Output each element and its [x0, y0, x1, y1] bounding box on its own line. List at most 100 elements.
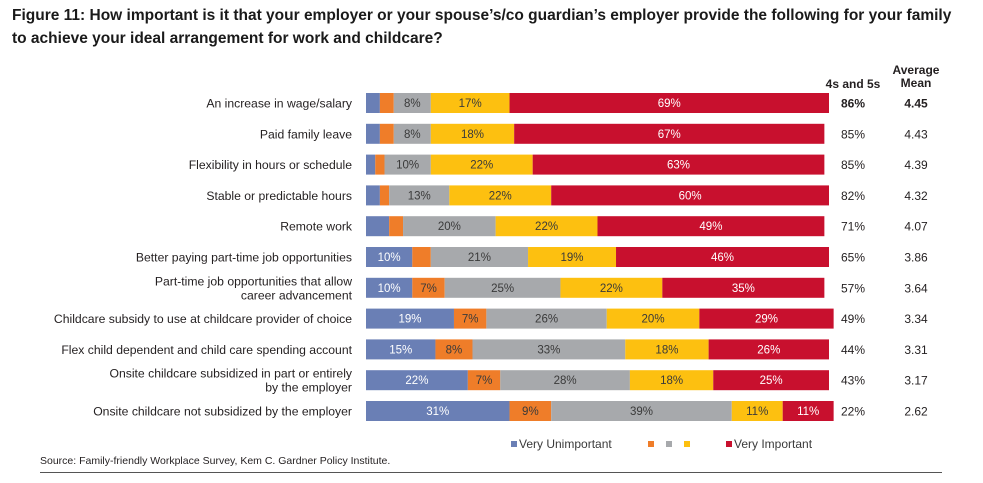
bar-segment — [430, 93, 510, 113]
category-label: career advancement — [241, 288, 353, 302]
data-label: 67% — [658, 129, 681, 141]
data-label: 63% — [667, 160, 690, 172]
bar-segment — [467, 370, 501, 391]
bar-segment — [629, 370, 714, 391]
bottom-rule — [40, 472, 942, 473]
mean-value: 3.34 — [904, 312, 928, 326]
data-label: 19% — [398, 314, 421, 326]
bar-segment — [393, 93, 431, 113]
bar-segment — [509, 401, 552, 421]
mean-value: 3.17 — [904, 374, 928, 388]
data-label: 39% — [630, 406, 653, 418]
data-label: 8% — [404, 129, 421, 141]
data-label: 33% — [537, 344, 560, 356]
bar-segment — [375, 154, 385, 175]
bar-segment — [412, 247, 431, 267]
bar-segment — [514, 123, 825, 144]
header-top2: 4s and 5s — [826, 77, 881, 91]
data-label: 18% — [655, 344, 678, 356]
mean-value: 3.31 — [904, 343, 928, 357]
bar-segment — [597, 216, 825, 237]
mean-value: 4.32 — [904, 189, 928, 203]
bar-segment — [366, 308, 454, 329]
bar-segment — [444, 277, 561, 298]
bar-segment — [430, 247, 529, 267]
top2-value: 71% — [841, 220, 865, 234]
bar-segment — [379, 185, 390, 206]
data-label: 19% — [561, 252, 584, 264]
bar-segment — [366, 370, 468, 391]
legend-swatch-level3 — [666, 441, 672, 447]
data-label: 11% — [746, 406, 768, 418]
bar-segment — [403, 216, 496, 237]
top2-value: 57% — [841, 281, 865, 295]
category-label: by the employer — [265, 381, 352, 395]
category-label: Remote work — [280, 220, 353, 234]
top2-value: 82% — [841, 189, 865, 203]
category-label: Paid family leave — [260, 127, 352, 141]
legend-label-low: Very Unimportant — [519, 437, 612, 451]
bar-segment — [366, 154, 376, 175]
data-label: 17% — [459, 98, 482, 110]
mean-value: 4.43 — [904, 127, 928, 141]
data-label: 7% — [476, 375, 493, 387]
category-label: Part-time job opportunities that allow — [155, 274, 352, 288]
data-label: 25% — [760, 375, 783, 387]
bar-segment — [528, 247, 617, 267]
bar-segment — [495, 216, 598, 237]
bar-segment — [532, 154, 825, 175]
bar-segment — [708, 339, 829, 360]
mean-value: 3.86 — [904, 251, 928, 265]
source-note: Source: Family-friendly Workplace Survey… — [40, 455, 391, 467]
top2-value: 86% — [841, 97, 865, 111]
bar-segment — [560, 277, 663, 298]
data-label: 26% — [535, 314, 558, 326]
data-label: 18% — [660, 375, 683, 387]
data-label: 11% — [797, 406, 819, 418]
mean-value: 4.39 — [904, 158, 928, 172]
data-label: 21% — [468, 252, 491, 264]
bar-segment — [389, 185, 450, 206]
top2-value: 43% — [841, 374, 865, 388]
data-label: 69% — [658, 98, 681, 110]
bar-segment — [606, 308, 700, 329]
bar-segment — [412, 277, 445, 298]
bar-segment — [662, 277, 825, 298]
data-label: 49% — [699, 221, 722, 233]
bar-segment — [731, 401, 783, 421]
mean-value: 4.45 — [904, 97, 928, 111]
bar-segment — [366, 339, 436, 360]
data-label: 22% — [470, 160, 493, 172]
bar-segment — [393, 123, 431, 144]
bar-segment — [551, 185, 829, 206]
legend-swatch-level5 — [726, 441, 732, 447]
header-mean-line: Average — [893, 63, 940, 77]
category-label: Onsite childcare not subsidized by the e… — [93, 405, 352, 419]
bar-segment — [713, 370, 829, 391]
data-label: 60% — [679, 190, 702, 202]
data-label: 22% — [535, 221, 558, 233]
bar-segment — [625, 339, 709, 360]
data-label: 20% — [642, 314, 665, 326]
legend-swatch-level2 — [648, 441, 654, 447]
bar-segment — [379, 123, 394, 144]
category-label: Better paying part-time job opportunitie… — [136, 251, 352, 265]
data-label: 7% — [462, 314, 479, 326]
top2-value: 85% — [841, 127, 865, 141]
data-label: 7% — [420, 283, 437, 295]
data-label: 10% — [396, 160, 419, 172]
data-label: 8% — [404, 98, 421, 110]
data-label: 18% — [461, 129, 484, 141]
bar-segment — [366, 123, 380, 144]
bar-segment — [430, 154, 533, 175]
bar-segment — [366, 277, 413, 298]
top2-value: 44% — [841, 343, 865, 357]
data-label: 8% — [446, 344, 463, 356]
data-label: 46% — [711, 252, 734, 264]
bar-segment — [366, 247, 413, 267]
data-label: 20% — [438, 221, 461, 233]
legend-item-very-important: Very Important — [726, 436, 812, 452]
bar-segment — [384, 154, 431, 175]
category-label: Stable or predictable hours — [206, 189, 352, 203]
